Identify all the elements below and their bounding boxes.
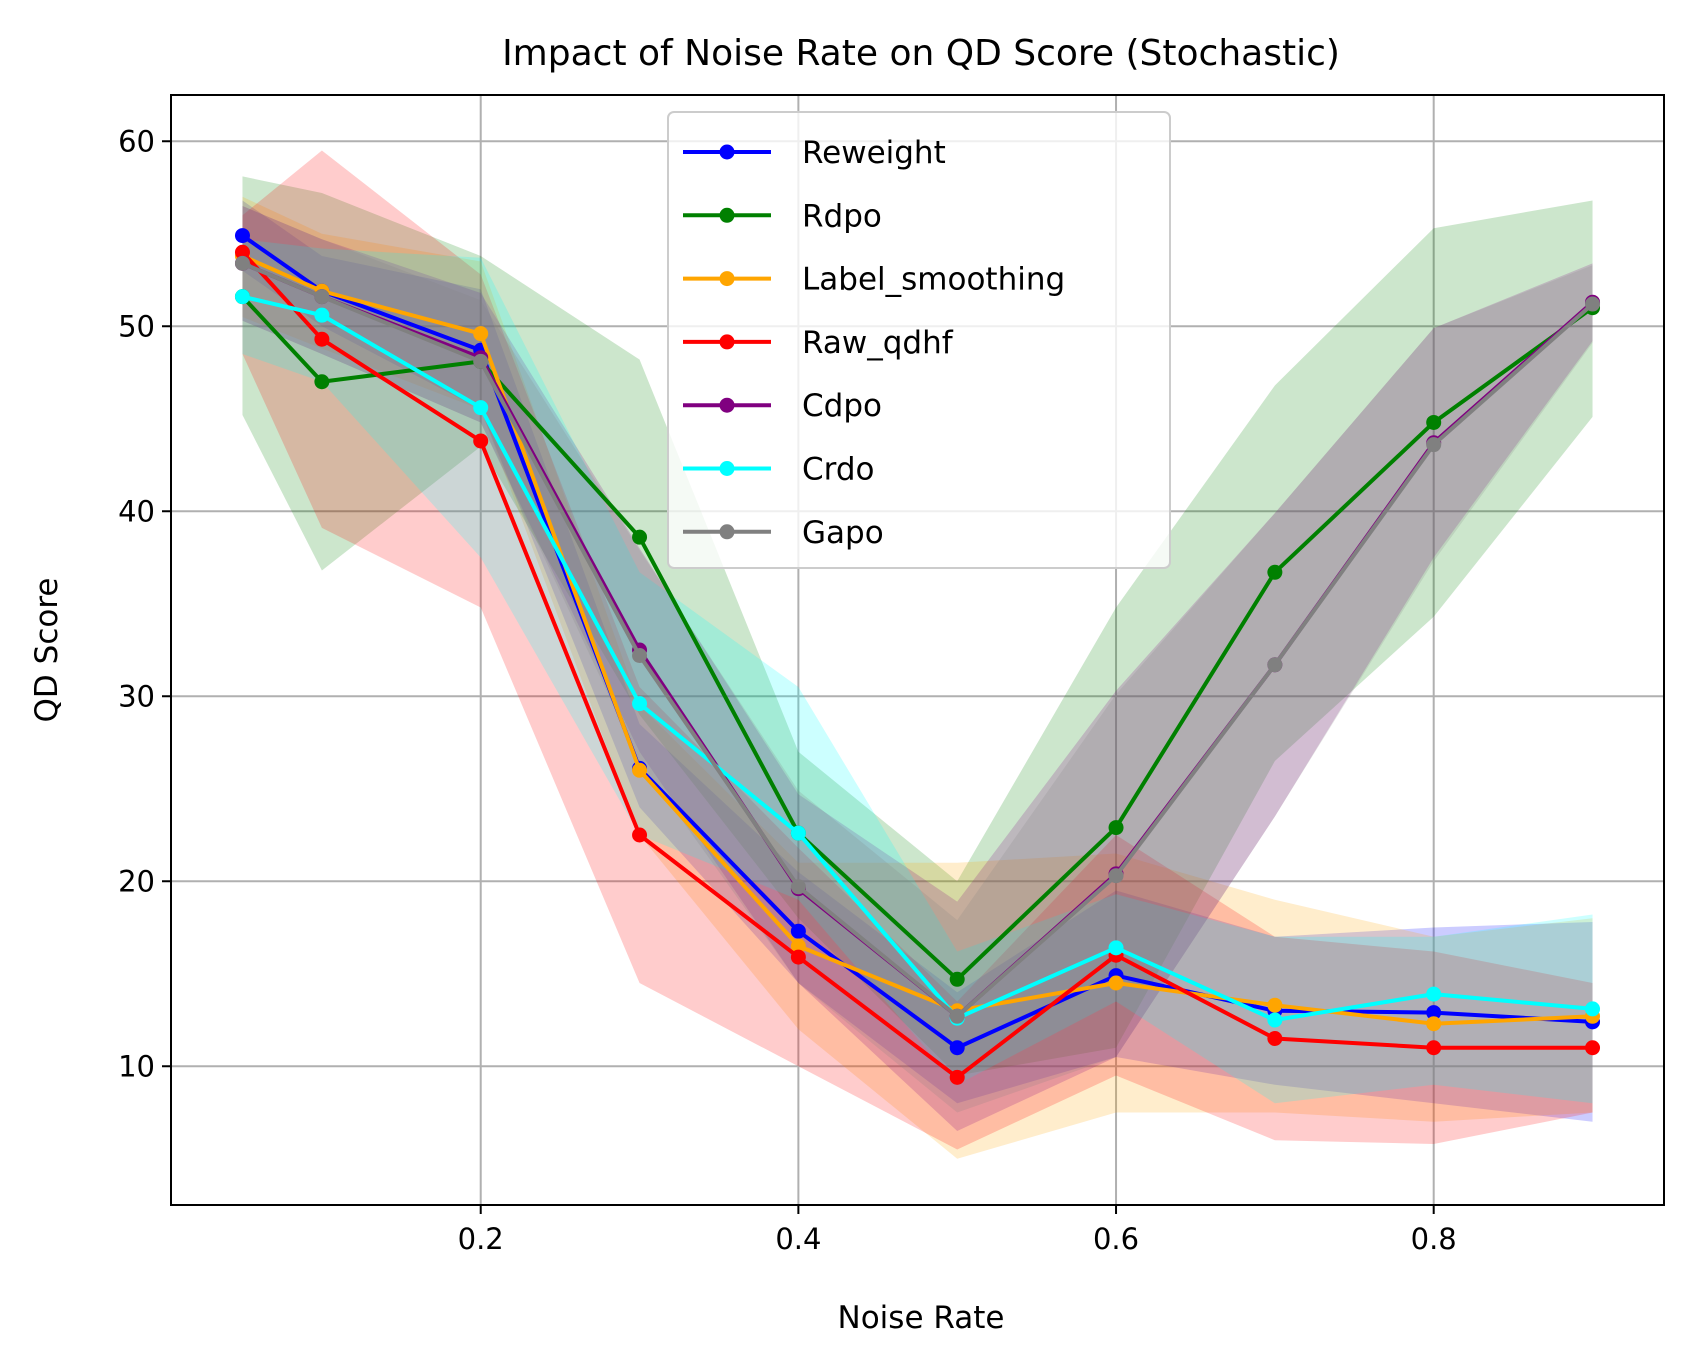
y-tick-label: 20 [118, 864, 155, 898]
band-gapo [242, 206, 1593, 1113]
point-label-smoothing [1267, 997, 1283, 1013]
line-label-smoothing [241, 254, 1593, 1026]
point-rdpo [1267, 564, 1283, 580]
point-reweight [790, 923, 806, 939]
legend-marker-gapo [719, 524, 735, 540]
point-rdpo [632, 529, 648, 545]
legend-marker-crdo [719, 461, 735, 476]
line-gapo [241, 261, 1594, 1019]
y-tick-label: 60 [118, 124, 155, 158]
point-reweight [1426, 1005, 1442, 1021]
legend-marker-raw-qdhf [719, 334, 735, 350]
point-gapo [1585, 296, 1601, 312]
point-crdo [1108, 940, 1124, 956]
band-cdpo [242, 206, 1593, 1131]
point-rdpo [1108, 820, 1124, 836]
point-crdo [473, 400, 489, 416]
legend-label-reweight: Reweight [802, 135, 946, 171]
legend-marker-reweight [719, 144, 735, 160]
point-gapo [949, 1008, 965, 1024]
y-tick-label: 10 [118, 1049, 155, 1083]
band-crdo [242, 239, 1593, 1104]
legend-label-cdpo: Cdpo [802, 388, 882, 424]
point-crdo [1267, 1012, 1283, 1028]
point-label-smoothing [632, 762, 648, 778]
chart-title: Impact of Noise Rate on QD Score (Stocha… [502, 33, 1340, 74]
y-axis-label: QD Score [29, 578, 65, 723]
point-gapo [1267, 657, 1283, 673]
point-raw-qdhf [1585, 1040, 1601, 1056]
point-crdo [790, 825, 806, 841]
point-gapo [632, 648, 648, 664]
point-crdo [314, 307, 330, 323]
legend-label-label-smoothing: Label_smoothing [802, 262, 1065, 298]
legend-label-rdpo: Rdpo [802, 198, 882, 234]
point-gapo [1426, 437, 1442, 453]
x-tick-label: 0.8 [1411, 1222, 1457, 1256]
point-reweight [234, 228, 250, 244]
x-axis: 0.2 0.4 0.6 0.8 [458, 1205, 1457, 1256]
legend-box [667, 111, 1171, 569]
band-rdpo [242, 176, 1593, 1076]
point-gapo [1108, 868, 1124, 884]
point-label-smoothing [473, 326, 489, 342]
line-rdpo [241, 295, 1594, 982]
series-lines [234, 228, 1601, 1085]
y-tick-label: 30 [118, 679, 155, 713]
point-raw-qdhf [1426, 1040, 1442, 1056]
legend-marker-label-smoothing [719, 271, 735, 287]
point-gapo [314, 289, 330, 305]
x-tick-label: 0.4 [775, 1222, 821, 1256]
point-raw-qdhf [632, 827, 648, 843]
x-axis-label: Noise Rate [838, 1300, 1005, 1336]
point-raw-qdhf [234, 244, 250, 260]
point-rdpo [949, 971, 965, 987]
line-reweight [241, 233, 1593, 1050]
line-raw-qdhf [240, 250, 1593, 1080]
point-crdo [1426, 986, 1442, 1002]
plot-frame [170, 94, 1665, 1206]
point-gapo [473, 353, 489, 369]
y-tick-label: 40 [118, 494, 155, 528]
band-label-smoothing [242, 196, 1593, 1159]
point-gapo [234, 255, 250, 271]
point-raw-qdhf [790, 949, 806, 965]
point-raw-qdhf [1267, 1031, 1283, 1046]
legend-label-crdo: Crdo [802, 452, 875, 488]
point-gapo [790, 879, 806, 895]
point-label-smoothing [790, 938, 806, 954]
point-crdo [1585, 1001, 1601, 1017]
point-raw-qdhf [473, 433, 489, 449]
legend: Reweight Rdpo Label_smoothing Raw_qdhf Cdpo C… [667, 111, 1171, 569]
confidence-bands [242, 150, 1593, 1159]
point-rdpo [314, 374, 330, 390]
band-reweight [242, 200, 1593, 1122]
point-crdo [632, 696, 648, 712]
point-reweight [949, 1040, 965, 1056]
point-raw-qdhf [949, 1069, 965, 1085]
legend-label-raw-qdhf: Raw_qdhf [802, 325, 954, 361]
legend-label-gapo: Gapo [802, 515, 884, 551]
x-tick-label: 0.6 [1093, 1222, 1139, 1256]
line-crdo [242, 294, 1593, 1022]
point-raw-qdhf [314, 331, 330, 347]
point-label-smoothing [1426, 1016, 1442, 1032]
x-tick-label: 0.2 [458, 1222, 504, 1256]
point-label-smoothing [1108, 975, 1124, 991]
point-rdpo [1426, 414, 1442, 430]
y-axis: 10 20 30 40 50 60 [118, 124, 171, 1083]
legend-marker-rdpo [719, 207, 735, 223]
point-crdo [234, 289, 250, 305]
legend-marker-cdpo [719, 397, 735, 413]
y-tick-label: 50 [118, 309, 155, 343]
